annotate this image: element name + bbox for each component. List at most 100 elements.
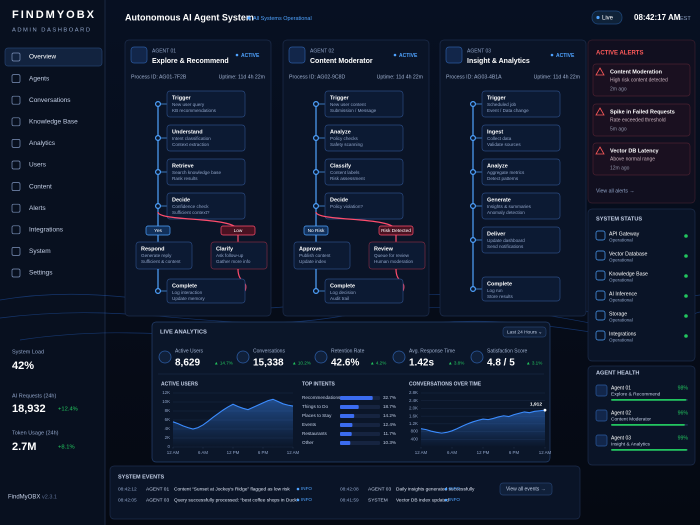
- flow-node-text: Safety scanning: [330, 142, 363, 147]
- x-tick-label: 12 PM: [477, 450, 490, 455]
- status-icon: [595, 270, 606, 281]
- agent-icon: [288, 46, 306, 64]
- kpi-change: ▲ 3.8%: [448, 361, 464, 366]
- bar: [340, 414, 355, 418]
- kpi-icon: [236, 350, 250, 364]
- status-state: Operational: [609, 278, 633, 283]
- stat-label: AI Requests (24h): [12, 393, 56, 399]
- flow-node-title: Classify: [330, 163, 352, 169]
- x-tick-label: 12 AM: [287, 450, 300, 455]
- flow-node-text: Human moderation: [374, 259, 414, 264]
- flow-node: [324, 90, 404, 118]
- event-time: 08:41:59: [340, 497, 359, 503]
- health-bar: [611, 424, 685, 426]
- flow-dot: [313, 203, 320, 210]
- flow-node-title: Ingest: [487, 129, 503, 135]
- live-dot: [596, 15, 600, 20]
- event-level: INFO: [449, 497, 460, 502]
- flow-node-title: Complete: [330, 283, 355, 289]
- line: [172, 398, 294, 430]
- stat-change: +12.4%: [58, 407, 78, 413]
- branch-label: Risk Detected: [381, 228, 411, 234]
- nav-icon: [11, 74, 21, 83]
- kpi-label: Retention Rate: [331, 348, 365, 354]
- footer-version: v2.3.1: [42, 494, 57, 500]
- category-label: Places to Stay: [302, 413, 332, 418]
- flow-node-text: KB recommendations: [172, 108, 217, 113]
- stat-change: +8.1%: [58, 445, 75, 451]
- flow-node: [481, 276, 561, 302]
- flow-node-text: Policy checks: [330, 136, 359, 141]
- event-level: INFO: [449, 486, 460, 491]
- event-time: 08:42:12: [118, 486, 137, 492]
- status-dot: [684, 234, 688, 238]
- flow-node-title: Decide: [172, 197, 190, 203]
- alerts-title: ACTIVE ALERTS: [596, 51, 643, 57]
- flow-node: [481, 158, 561, 186]
- events-link: View all events →: [506, 487, 546, 493]
- bar: [340, 432, 352, 436]
- branch-pill: [145, 225, 171, 236]
- status-name: AI Inference: [609, 291, 637, 297]
- kpi-label: Active Users: [175, 348, 204, 354]
- branch-label: No Risk: [308, 228, 325, 234]
- kpi-label: Avg. Response Time: [409, 348, 455, 354]
- alert-text: Above normal range: [610, 156, 655, 162]
- flow-node-text: Log decision: [330, 290, 356, 295]
- status-icon: [595, 290, 606, 301]
- event-time: 08:42:05: [118, 497, 137, 503]
- branch-pill: [303, 225, 329, 236]
- status-name: Vector Database: [609, 251, 647, 257]
- flow-node-text: Send notifications: [487, 244, 524, 249]
- flow-node-text: Log run: [487, 288, 503, 293]
- flow-node-title: Analyze: [330, 129, 351, 135]
- status-dot: [684, 294, 688, 298]
- y-tick-label: 2K: [165, 435, 170, 440]
- event-level: INFO: [301, 486, 312, 491]
- kpi-label: Conversations: [253, 348, 285, 354]
- flow-node-text: Aggregate metrics: [487, 170, 525, 175]
- status-panel: [587, 208, 696, 362]
- flow-node: [481, 124, 561, 152]
- flow-dot: [313, 288, 320, 295]
- flow-node: [368, 241, 426, 270]
- alert-item: [592, 142, 691, 176]
- flow-node: [293, 241, 351, 270]
- y-tick-label: 2.0K: [409, 406, 418, 411]
- health-value: 99%: [678, 435, 689, 441]
- health-icon: [595, 409, 608, 422]
- agent-label: AGENT 01: [152, 48, 176, 54]
- header-timezone: EST: [680, 16, 691, 22]
- line: [420, 409, 546, 434]
- range-pill: [502, 326, 547, 338]
- flow-node: [481, 90, 561, 118]
- nav-item: Integrations: [29, 227, 64, 234]
- header-time: 08:42:17 AM: [634, 13, 681, 22]
- health-label: Agent 02: [611, 410, 631, 416]
- status-dot: [684, 254, 688, 258]
- header-status: All Systems Operational: [253, 16, 312, 22]
- health-icon: [595, 384, 608, 397]
- flow-node-text: Generate reply: [141, 253, 172, 258]
- event-level-dot: [444, 487, 448, 491]
- flow-node: [481, 192, 561, 220]
- agent-icon: [445, 46, 463, 64]
- footer-name: FindMyOBX: [8, 495, 40, 501]
- flow-node-text: Collect data: [487, 136, 512, 141]
- event-time: 08:42:08: [340, 486, 359, 492]
- nav-icon: [11, 95, 21, 105]
- kpi-value: 42.6%: [331, 358, 359, 369]
- chart-title: TOP INTENTS: [302, 381, 336, 387]
- alert-title: Content Moderation: [610, 69, 663, 75]
- agent-status: ACTIVE: [241, 53, 260, 59]
- branch-pill: [378, 225, 414, 236]
- value-label: 18.7%: [383, 404, 396, 409]
- flow-node-title: Analyze: [487, 163, 508, 169]
- nav-item: Knowledge Base: [29, 119, 78, 126]
- category-label: Other: [302, 440, 314, 445]
- flow-node: [166, 158, 246, 186]
- header-title: Autonomous AI Agent System: [125, 12, 254, 22]
- stat-label: Token Usage (24h): [12, 430, 59, 436]
- flow-dot: [155, 100, 162, 107]
- events-panel: [109, 465, 581, 520]
